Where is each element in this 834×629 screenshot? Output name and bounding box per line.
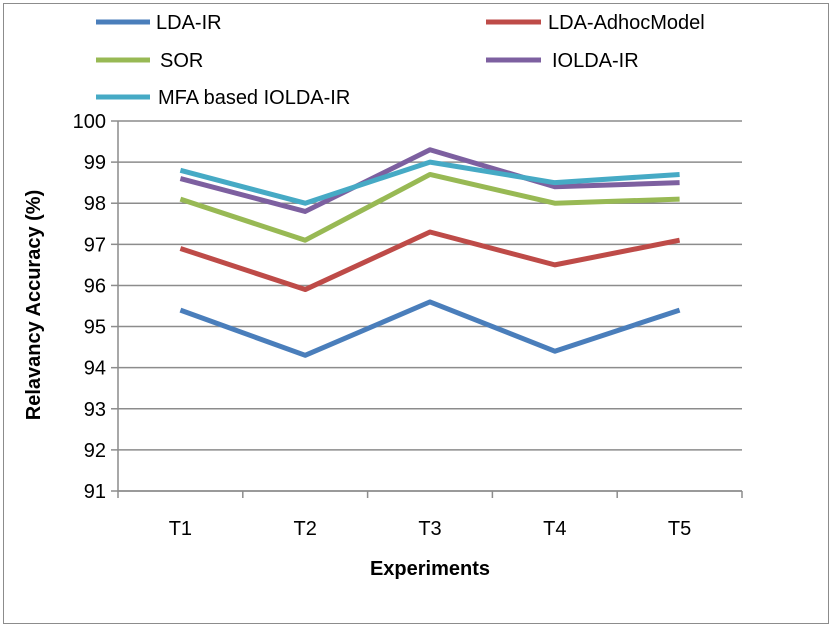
y-tick-label-96: 96 <box>84 275 106 297</box>
series-lines <box>179 147 681 358</box>
chart-frame <box>3 3 829 624</box>
series-line-mfa-based-iolda-ir <box>179 159 680 206</box>
legend-label-iolda-ir: IOLDA-IR <box>552 50 639 72</box>
axes <box>117 121 743 498</box>
y-tick-label-98: 98 <box>84 193 106 215</box>
x-tick-label-T5: T5 <box>668 518 691 540</box>
legend-label-sor: SOR <box>160 50 203 72</box>
y-axis-title: Relavancy Accuracy (%) <box>23 190 45 421</box>
x-tick-label-T3: T3 <box>418 518 441 540</box>
series-line-lda-adhocmodel <box>179 229 681 293</box>
y-tick-labels: 91 92 93 94 95 96 97 98 99 100 <box>73 111 106 503</box>
x-tick-label-T4: T4 <box>543 518 566 540</box>
x-axis-title: Experiments <box>370 558 490 580</box>
y-tick-label-99: 99 <box>84 152 106 174</box>
legend-label-lda-adhocmodel: LDA-AdhocModel <box>548 12 705 34</box>
y-tick-label-100: 100 <box>73 111 106 133</box>
y-tick-label-92: 92 <box>84 440 106 462</box>
series-line-sor <box>179 171 680 243</box>
legend-label-lda-ir: LDA-IR <box>156 12 222 34</box>
y-tick-label-95: 95 <box>84 317 106 339</box>
y-tick-label-93: 93 <box>84 399 106 421</box>
y-tick-label-91: 91 <box>84 481 106 503</box>
x-tick-labels: T1 T2 T3 T4 T5 <box>169 518 692 540</box>
series-line-lda-ir <box>179 299 681 358</box>
x-tick-label-T2: T2 <box>294 518 317 540</box>
y-tick-label-94: 94 <box>84 358 106 380</box>
legend-label-mfa-based-iolda-ir: MFA based IOLDA-IR <box>158 87 350 109</box>
y-tick-label-97: 97 <box>84 234 106 256</box>
x-tick-label-T1: T1 <box>169 518 192 540</box>
series-line-iolda-ir <box>179 147 680 214</box>
legend: LDA-IR LDA-AdhocModel SOR IOLDA-IR MFA based… <box>96 12 705 109</box>
